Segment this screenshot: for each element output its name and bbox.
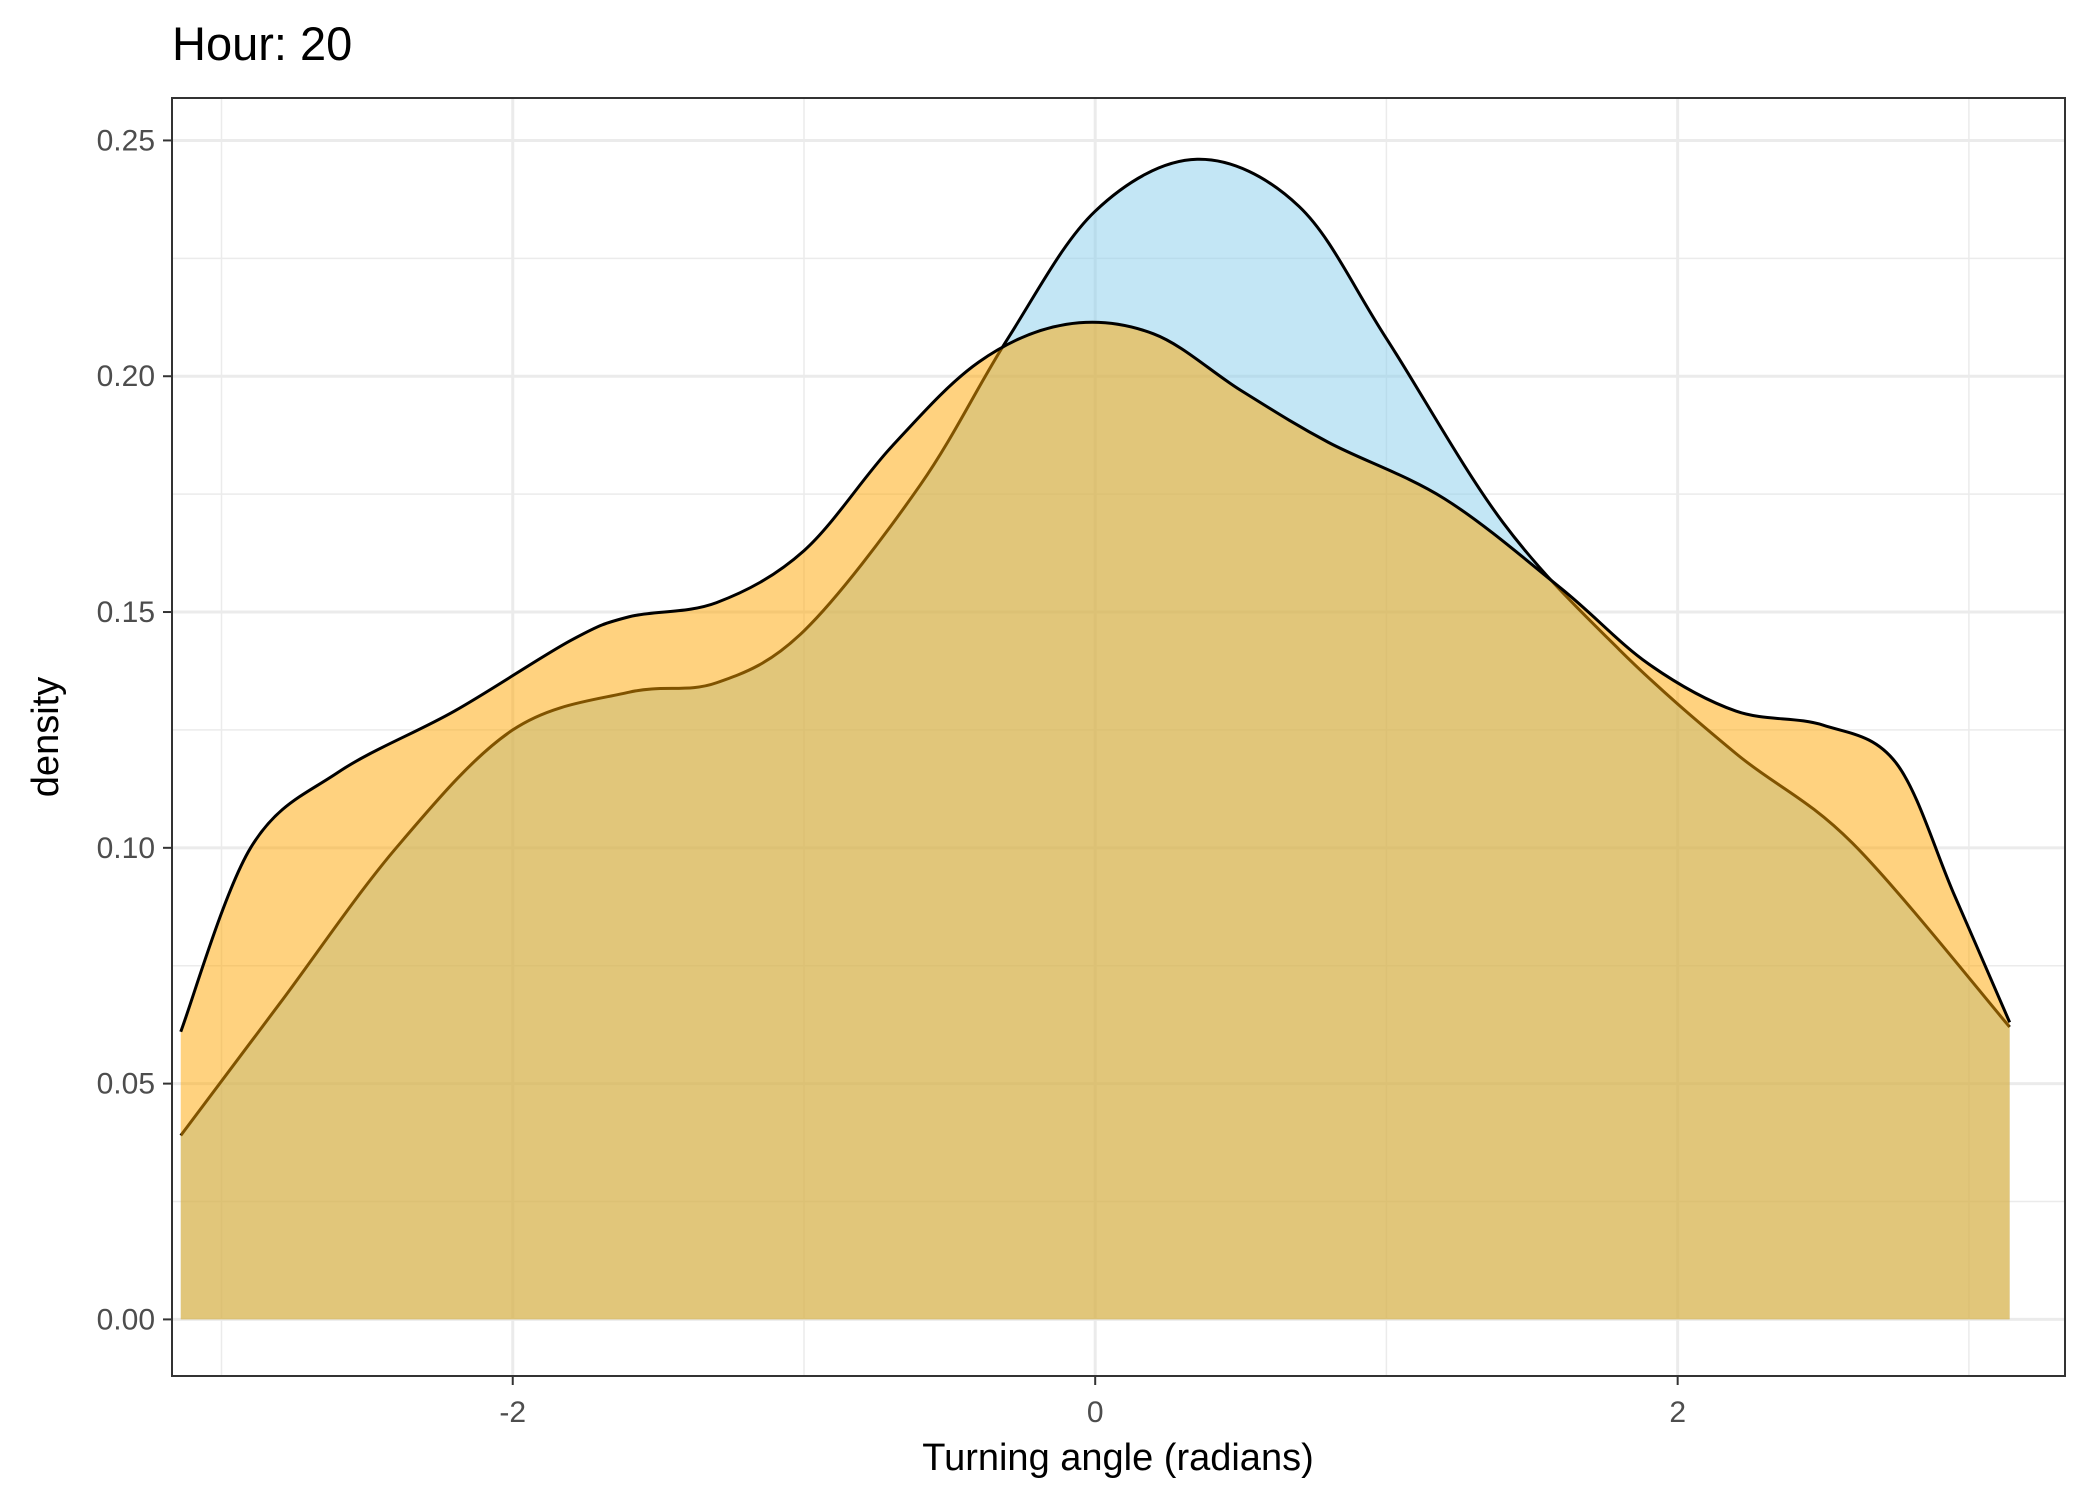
- y-tick-label: 0.00: [97, 1303, 155, 1336]
- x-axis-title: Turning angle (radians): [922, 1437, 1313, 1479]
- density-series-2: [179, 320, 2012, 1320]
- y-axis-title: density: [25, 677, 67, 797]
- x-tick-label: 0: [1087, 1396, 1104, 1429]
- x-tick-label: 2: [1669, 1396, 1686, 1429]
- density-areas: [179, 157, 2012, 1320]
- panel-border: [171, 97, 2066, 1377]
- axes: -2 0 2 0.00 0.05 0.10 0.15 0.20 0.25: [97, 124, 1686, 1429]
- y-tick-label: 0.20: [97, 360, 155, 393]
- y-tick-label: 0.05: [97, 1068, 155, 1101]
- chart-title: Hour: 20: [172, 17, 352, 70]
- x-tick-label: -2: [499, 1396, 526, 1429]
- y-tick-label: 0.25: [97, 124, 155, 157]
- y-tick-label: 0.15: [97, 596, 155, 629]
- density-curve: [179, 320, 2012, 1033]
- density-area-fill: [180, 322, 2010, 1320]
- y-tick-label: 0.10: [97, 832, 155, 865]
